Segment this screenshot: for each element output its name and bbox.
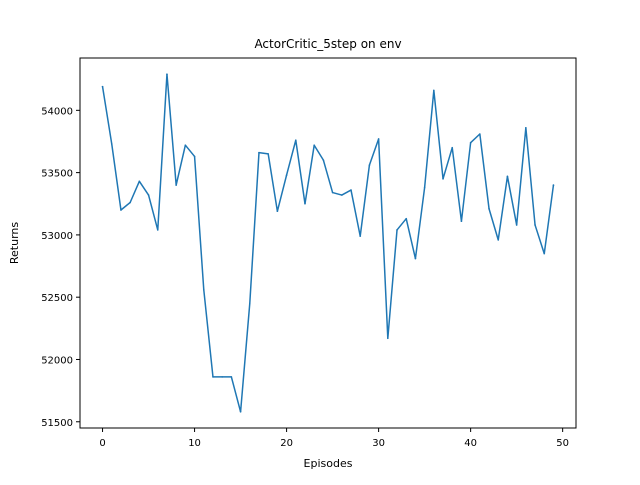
data-point: [193, 155, 196, 158]
data-point: [451, 146, 454, 149]
x-tick-label: 50: [556, 438, 569, 449]
y-tick-label: 53500: [41, 169, 73, 180]
series-line: [101, 73, 555, 413]
chart-title: ActorCritic_5step on env: [254, 37, 401, 51]
data-point: [212, 376, 214, 378]
data-point: [202, 288, 205, 291]
data-point: [101, 85, 104, 88]
x-tick-label: 10: [188, 438, 201, 449]
data-point: [534, 224, 536, 226]
data-point: [433, 89, 435, 92]
data-point: [258, 151, 260, 154]
data-point: [239, 411, 242, 413]
y-axis: 51500 52000 52500 53000 53500 54000: [41, 106, 80, 429]
x-tick-label: 20: [280, 438, 293, 449]
y-tick-label: 51500: [41, 418, 73, 429]
data-point: [396, 229, 398, 231]
y-axis-label: Returns: [8, 222, 21, 265]
plot-layer: [101, 73, 555, 413]
x-tick-label: 0: [99, 438, 105, 449]
data-point: [110, 143, 113, 145]
data-point: [469, 141, 472, 144]
data-point: [525, 126, 527, 129]
data-point: [331, 191, 334, 194]
x-axis: 0 10 20 30 40 50: [99, 428, 569, 449]
data-point: [414, 257, 417, 260]
x-axis-label: Episodes: [304, 457, 353, 470]
data-point: [248, 302, 251, 305]
x-tick-label: 30: [372, 438, 385, 449]
data-point: [156, 229, 159, 231]
data-point: [276, 210, 279, 213]
y-tick-label: 52000: [41, 355, 73, 366]
data-point: [322, 159, 325, 161]
data-point: [221, 376, 223, 378]
data-point: [405, 217, 408, 220]
data-point: [460, 220, 463, 222]
data-point: [138, 180, 141, 183]
data-point: [442, 178, 444, 180]
data-point: [479, 133, 481, 135]
plot-area-frame: [79, 57, 577, 429]
data-point: [488, 207, 490, 210]
data-point: [423, 186, 426, 189]
data-point: [285, 174, 288, 176]
data-point: [313, 144, 316, 147]
data-point: [359, 235, 362, 237]
y-tick-label: 54000: [41, 106, 73, 117]
data-point: [377, 138, 380, 140]
data-point: [304, 202, 306, 205]
data-point: [120, 209, 122, 211]
data-point: [515, 224, 518, 226]
data-point: [497, 239, 500, 241]
data-point: [230, 376, 233, 378]
data-point: [175, 184, 177, 186]
y-tick-label: 53000: [41, 231, 73, 242]
data-point: [267, 153, 269, 155]
data-point: [506, 175, 509, 178]
data-point: [368, 164, 371, 166]
data-point: [184, 144, 187, 147]
data-point: [350, 189, 352, 191]
data-point: [294, 139, 297, 142]
data-point: [166, 73, 168, 75]
y-tick-label: 52500: [41, 293, 73, 304]
data-point: [341, 194, 343, 196]
data-point: [387, 337, 389, 340]
data-point: [129, 201, 131, 204]
data-point: [552, 184, 555, 186]
data-point: [147, 194, 150, 196]
x-tick-label: 40: [464, 438, 477, 449]
data-point: [543, 252, 546, 255]
